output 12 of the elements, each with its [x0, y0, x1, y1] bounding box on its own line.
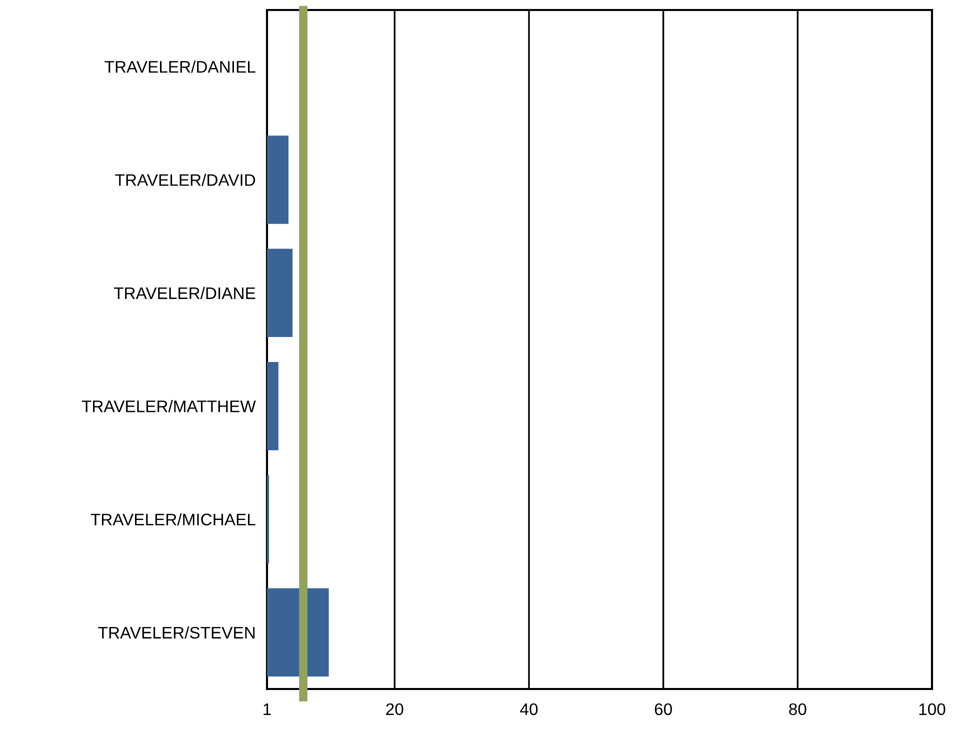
x-tick-label: 1 — [264, 704, 271, 715]
y-tick-label: TRAVELER/DANIEL — [104, 60, 256, 73]
x-tick-label: 20 — [386, 703, 404, 716]
y-tick-label: TRAVELER/DIANE — [114, 286, 256, 300]
x-tick-label: 100 — [919, 703, 946, 716]
y-tick-label: TRAVELER/DAVID — [115, 174, 256, 186]
y-tick-label: TRAVELER/MATTHEW — [82, 400, 256, 412]
y-tick-label: TRAVELER/MICHAEL — [90, 513, 256, 526]
x-tick-label: 40 — [520, 703, 538, 716]
x-tick-label: 60 — [654, 703, 672, 716]
y-tick-label: TRAVELER/STEVEN — [98, 626, 255, 639]
x-tick-label: 80 — [789, 703, 806, 716]
